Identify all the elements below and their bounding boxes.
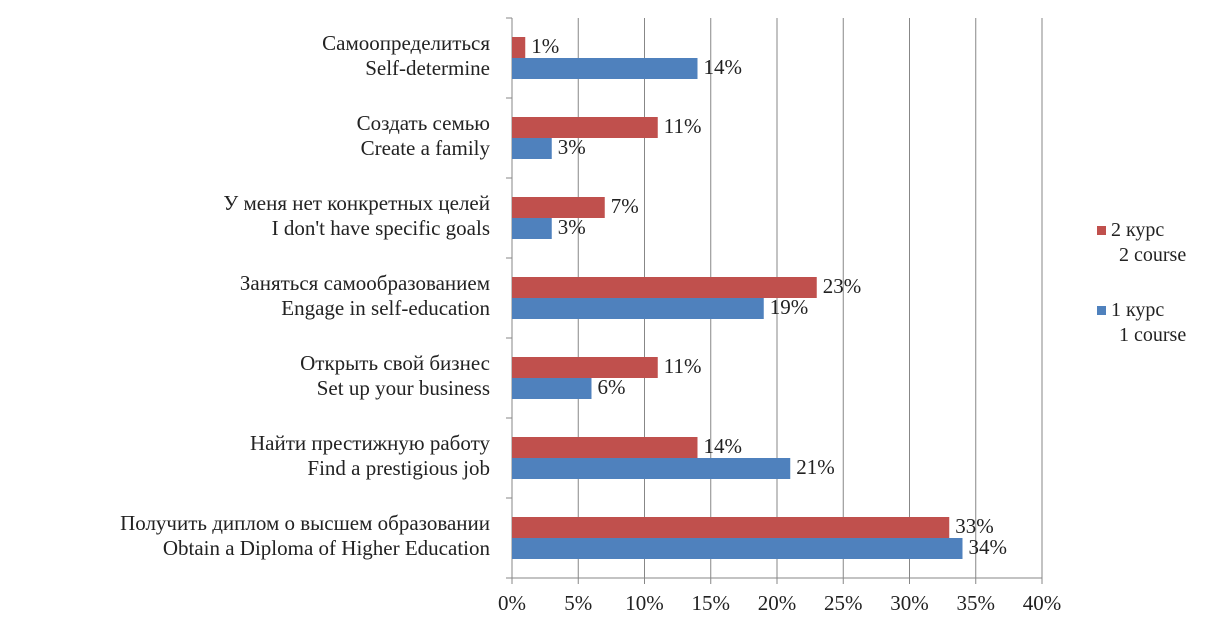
- category-label-line: I don't have specific goals: [272, 216, 490, 240]
- legend-label-line: 2 курс: [1111, 219, 1164, 241]
- category-label-line: Engage in self-education: [281, 296, 490, 320]
- x-tick-label: 25%: [824, 591, 863, 615]
- data-label: 19%: [770, 295, 809, 319]
- data-label: 7%: [611, 194, 639, 218]
- legend-label: 2 курс 2 course: [1111, 219, 1186, 266]
- category-label-line: Obtain a Diploma of Higher Education: [163, 536, 491, 560]
- bar-course2: [512, 277, 817, 298]
- bar-course2: [512, 117, 658, 138]
- bar-course2: [512, 197, 605, 218]
- category-label-line: Открыть свой бизнес: [300, 351, 490, 375]
- category-label-line: Self-determine: [365, 56, 490, 80]
- bar-course1: [512, 138, 552, 159]
- bar-course1: [512, 538, 963, 559]
- bar-course2: [512, 437, 698, 458]
- bar-course2: [512, 517, 950, 538]
- x-tick-label: 40%: [1023, 591, 1062, 615]
- x-tick-label: 15%: [692, 591, 731, 615]
- legend-swatch: [1097, 226, 1106, 235]
- category-label-line: Create a family: [361, 136, 491, 160]
- category-label-line: Find a prestigious job: [307, 456, 490, 480]
- x-axis-ticks: 0% 5% 10% 15% 20% 25% 30% 35% 40%: [498, 578, 1061, 615]
- category-label-line: Создать семью: [357, 111, 490, 135]
- category-label: У меня нет конкретных целей I don't have …: [223, 191, 490, 240]
- x-tick-label: 10%: [625, 591, 664, 615]
- x-tick-label: 20%: [758, 591, 797, 615]
- category-label-line: Set up your business: [317, 376, 490, 400]
- data-label: 33%: [955, 514, 994, 538]
- data-label: 34%: [969, 535, 1008, 559]
- data-label: 21%: [796, 455, 835, 479]
- bar-course2: [512, 357, 658, 378]
- x-tick-label: 35%: [957, 591, 996, 615]
- category-label: Открыть свой бизнес Set up your business: [300, 351, 490, 400]
- category-label-line: Найти престижную работу: [250, 431, 491, 455]
- data-label: 11%: [664, 114, 702, 138]
- category-label-line: Самоопределиться: [322, 31, 490, 55]
- data-label: 14%: [704, 55, 743, 79]
- data-label: 3%: [558, 215, 586, 239]
- x-tick-label: 0%: [498, 591, 526, 615]
- legend-label-line: 1 course: [1119, 324, 1186, 346]
- data-label: 1%: [531, 34, 559, 58]
- data-label: 6%: [598, 375, 626, 399]
- bar-course2: [512, 37, 526, 58]
- category-label: Заняться самообразованием Engage in self-…: [240, 271, 491, 320]
- legend-label-line: 2 course: [1119, 244, 1186, 266]
- bar-course1: [512, 298, 764, 319]
- category-label-line: Заняться самообразованием: [240, 271, 490, 295]
- category-label: Самоопределиться Self-determine: [322, 31, 490, 80]
- category-label: Получить диплом о высшем образовании Obta…: [120, 511, 490, 560]
- data-label: 14%: [704, 434, 743, 458]
- x-tick-label: 30%: [890, 591, 929, 615]
- bar-course1: [512, 458, 791, 479]
- bar-course1: [512, 378, 592, 399]
- x-tick-label: 5%: [564, 591, 592, 615]
- data-label: 23%: [823, 274, 862, 298]
- bars: 33%34% 14% 21% 11% 6% 23% 19% 7% 3% 11% 3% 1% 14%: [512, 34, 1007, 559]
- bar-course1: [512, 218, 552, 239]
- data-label: 3%: [558, 135, 586, 159]
- category-label: Создать семью Create a family: [357, 111, 491, 160]
- data-label: 11%: [664, 354, 702, 378]
- category-label-line: Получить диплом о высшем образовании: [120, 511, 490, 535]
- category-label: Найти престижную работу Find a prestigiou…: [250, 431, 491, 480]
- legend-swatch: [1097, 306, 1106, 315]
- legend-label-line: 1 курс: [1111, 299, 1164, 321]
- legend-label: 1 курс 1 course: [1111, 299, 1186, 346]
- legend: 2 курс 2 course 1 курс 1 course: [1097, 219, 1186, 346]
- bar-course1: [512, 58, 698, 79]
- category-label-line: У меня нет конкретных целей: [223, 191, 490, 215]
